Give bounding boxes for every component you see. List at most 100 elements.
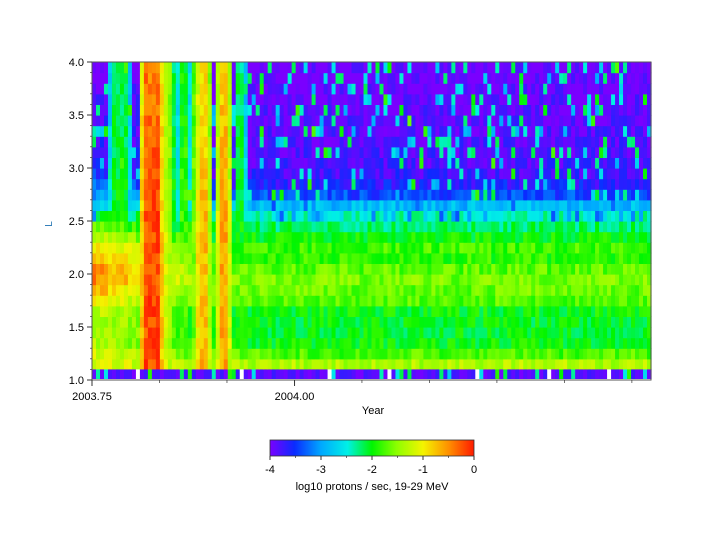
heatmap-cell (335, 72, 341, 84)
heatmap-cell (591, 221, 596, 233)
heatmap-cell (559, 252, 564, 264)
heatmap-cell (559, 157, 564, 169)
heatmap-cell (207, 316, 213, 328)
heatmap-cell (543, 168, 548, 180)
heatmap-cell (351, 115, 357, 127)
heatmap-cell (339, 93, 345, 105)
heatmap-cell (287, 93, 293, 105)
heatmap-cell (431, 358, 436, 370)
heatmap-cell (439, 168, 444, 180)
heatmap-cell (443, 221, 448, 233)
heatmap-cell (399, 83, 405, 95)
heatmap-cell (175, 168, 181, 180)
heatmap-cell (187, 295, 193, 307)
heatmap-cell (371, 274, 377, 286)
heatmap-cell (559, 231, 564, 243)
heatmap-cell (395, 358, 401, 370)
heatmap-cell-bottom-row (487, 369, 492, 379)
heatmap-cell (119, 348, 125, 360)
heatmap-cell (92, 231, 97, 243)
heatmap-cell (151, 358, 157, 370)
heatmap-cell (471, 242, 476, 254)
heatmap-cell (92, 221, 97, 233)
heatmap-cell (319, 284, 325, 296)
heatmap-cell (475, 83, 480, 95)
heatmap-cell (495, 221, 500, 233)
heatmap-cell (231, 327, 237, 339)
heatmap-cell (203, 115, 209, 127)
heatmap-cell (647, 221, 652, 233)
heatmap-cell (171, 263, 177, 275)
heatmap-cell (375, 72, 381, 84)
heatmap-cell (367, 358, 373, 370)
heatmap-cell (367, 199, 373, 211)
heatmap-cell (211, 327, 217, 339)
heatmap-cell (539, 221, 544, 233)
heatmap-cell (443, 210, 448, 222)
heatmap-cell (459, 358, 464, 370)
heatmap-cell (599, 327, 604, 339)
heatmap-cell (207, 62, 213, 74)
heatmap-cell (95, 104, 101, 116)
heatmap-cell (107, 348, 113, 360)
heatmap-cell (355, 274, 361, 286)
heatmap-cell (267, 93, 273, 105)
heatmap-cell (295, 157, 301, 169)
heatmap-cell (339, 199, 345, 211)
heatmap-cell (275, 242, 281, 254)
heatmap-cell (407, 274, 413, 286)
heatmap-cell (363, 199, 369, 211)
heatmap-cell (623, 62, 628, 74)
heatmap-cell (627, 83, 632, 95)
heatmap-cell (307, 337, 313, 349)
heatmap-cell (111, 178, 117, 190)
heatmap-cell (451, 115, 456, 127)
heatmap-cell (575, 178, 580, 190)
heatmap-cell (127, 305, 133, 317)
heatmap-cell (291, 252, 297, 264)
heatmap-cell (303, 115, 309, 127)
heatmap-cell (323, 337, 329, 349)
heatmap-cell (631, 210, 636, 222)
heatmap-cell (643, 231, 648, 243)
heatmap-cell (319, 168, 325, 180)
heatmap-cell (179, 305, 185, 317)
heatmap-cell-bottom-row (603, 369, 608, 379)
heatmap-cell-bottom-row (511, 369, 516, 379)
heatmap-cell (483, 242, 488, 254)
heatmap-cell (303, 168, 309, 180)
heatmap-cell (435, 358, 440, 370)
heatmap-cell (551, 62, 556, 74)
heatmap-cell (435, 104, 440, 116)
heatmap-cell (223, 72, 229, 84)
heatmap-cell (147, 93, 153, 105)
heatmap-cell (131, 136, 137, 148)
heatmap-cell (107, 327, 113, 339)
heatmap-cell (639, 358, 644, 370)
heatmap-cell-bottom-row (339, 369, 345, 379)
heatmap-cell (219, 93, 225, 105)
heatmap-cell (327, 189, 333, 201)
heatmap-cell (327, 337, 333, 349)
heatmap-cell (531, 252, 536, 264)
heatmap-cell (311, 136, 317, 148)
heatmap-cell (499, 221, 504, 233)
heatmap-cell (119, 83, 125, 95)
heatmap-cell (379, 252, 385, 264)
heatmap-cell (291, 316, 297, 328)
heatmap-cell (323, 62, 329, 74)
heatmap-cell (211, 168, 217, 180)
heatmap-cell (411, 93, 417, 105)
heatmap-cell (295, 358, 301, 370)
heatmap-cell (599, 210, 604, 222)
heatmap-cell (107, 231, 113, 243)
heatmap-cell-bottom-row (583, 369, 588, 379)
heatmap-cell (559, 83, 564, 95)
heatmap-cell (515, 136, 520, 148)
heatmap-cell-bottom-row (155, 369, 161, 379)
heatmap-cell (299, 157, 305, 169)
heatmap-cell (375, 284, 381, 296)
heatmap-cell (559, 242, 564, 254)
heatmap-cell (291, 157, 297, 169)
heatmap-cell (347, 274, 353, 286)
